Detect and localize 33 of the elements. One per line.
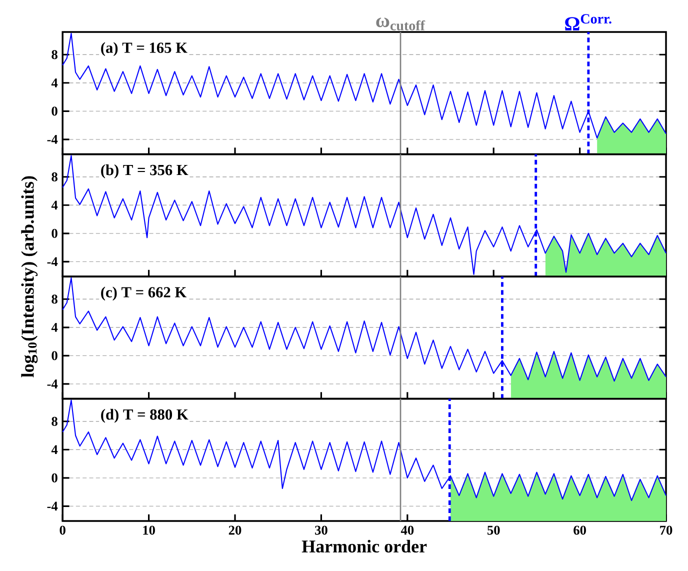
x-tick-label: 10 bbox=[143, 526, 155, 535]
y-tick-label: 8 bbox=[52, 50, 58, 60]
x-tick-label: 50 bbox=[487, 526, 500, 535]
ref-line-label: Ω$^{Corr.}$ bbox=[565, 14, 612, 30]
annotation: (d) T = 880 K bbox=[101, 408, 188, 423]
ref-line-label: ω$_{cutoff}$ bbox=[376, 18, 426, 30]
x-tick-label: 20 bbox=[228, 526, 242, 535]
y-tick-label: 4 bbox=[51, 78, 58, 88]
y-tick-label: 8 bbox=[52, 416, 58, 426]
x-axis-title: Harmonic order bbox=[302, 540, 427, 553]
y-tick-label: 0 bbox=[52, 106, 58, 116]
y-tick-label: 4 bbox=[51, 200, 58, 210]
x-tick-label: 30 bbox=[315, 526, 328, 535]
y-tick-label: 0 bbox=[52, 228, 58, 238]
y-tick-label: 8 bbox=[52, 172, 58, 182]
y-tick-label: -4 bbox=[47, 135, 58, 144]
line-series bbox=[62, 155, 667, 275]
x-tick-label: 0 bbox=[60, 526, 66, 535]
annotation: (b) T = 356 K bbox=[101, 164, 188, 178]
y-axis-title: log$_{10}$(Intensity) (arb.units) bbox=[21, 176, 38, 378]
y-tick-label: 8 bbox=[52, 294, 58, 304]
annotation: (a) T = 165 K bbox=[101, 42, 188, 56]
x-tick-label: 40 bbox=[400, 526, 414, 535]
y-tick-label: 0 bbox=[52, 351, 58, 360]
y-tick-label: 4 bbox=[51, 445, 58, 454]
y-tick-label: 0 bbox=[52, 473, 58, 482]
y-tick-label: -4 bbox=[47, 502, 58, 511]
y-tick-label: 4 bbox=[51, 322, 58, 332]
x-tick-label: 60 bbox=[574, 526, 586, 535]
y-tick-label: -4 bbox=[47, 380, 58, 388]
annotation: (c) T = 662 K bbox=[101, 286, 187, 301]
y-tick-label: -4 bbox=[47, 257, 58, 266]
x-tick-label: 70 bbox=[660, 526, 672, 535]
